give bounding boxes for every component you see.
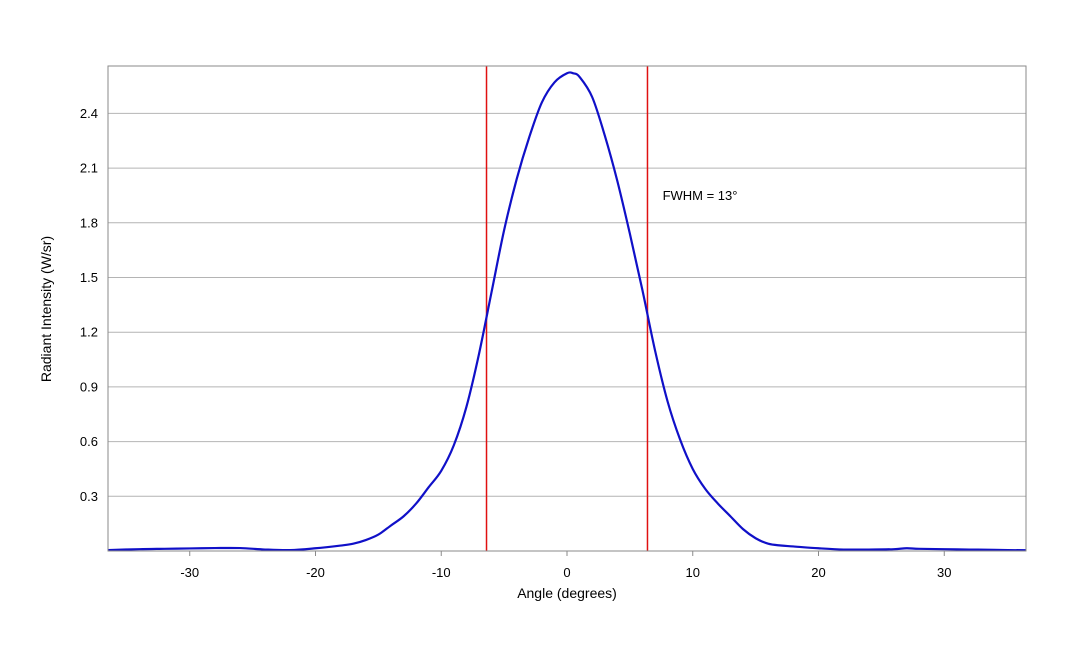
y-tick-label: 0.3	[80, 489, 98, 504]
y-axis-ticks: 0.3 0.6 0.9 1.2 1.5 1.8 2.1 2.4	[80, 106, 98, 504]
x-axis-ticks: -30 -20 -10 0 10 20 30	[180, 551, 951, 580]
x-tick-label: 30	[937, 565, 951, 580]
series-layer	[107, 71, 1027, 552]
x-tick-label: -30	[180, 565, 199, 580]
x-tick-label: 10	[686, 565, 700, 580]
plot-area-background	[108, 66, 1026, 551]
x-tick-label: 0	[563, 565, 570, 580]
fwhm-markers	[485, 66, 649, 551]
y-tick-label: 1.8	[80, 215, 98, 230]
fwhm-annotation: FWHM = 13°	[663, 188, 738, 203]
y-tick-label: 2.4	[80, 106, 98, 121]
x-tick-label: -10	[432, 565, 451, 580]
y-tick-label: 1.5	[80, 270, 98, 285]
y-axis-title: Radiant Intensity (W/sr)	[38, 236, 54, 382]
x-tick-label: 20	[811, 565, 825, 580]
y-tick-label: 2.1	[80, 161, 98, 176]
x-axis-title: Angle (degrees)	[517, 585, 617, 601]
y-tick-label: 0.9	[80, 379, 98, 394]
y-tick-label: 0.6	[80, 434, 98, 449]
gridlines	[108, 112, 1026, 497]
radiant-intensity-curve	[107, 71, 1027, 552]
x-tick-label: -20	[306, 565, 325, 580]
y-tick-label: 1.2	[80, 325, 98, 340]
